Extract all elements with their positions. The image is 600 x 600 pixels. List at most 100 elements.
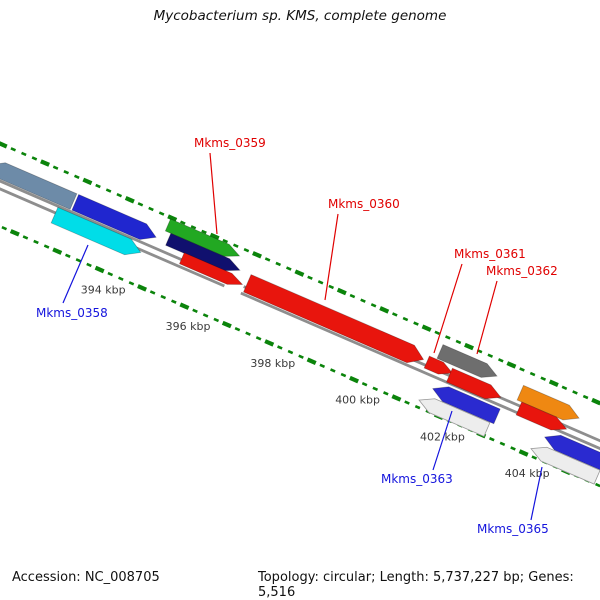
ruler-tick-minor	[317, 280, 324, 285]
gene-arrow-Mkms_0365[interactable]	[528, 442, 600, 485]
ruler-tick-major	[336, 287, 347, 296]
leader-line	[209, 152, 218, 235]
gene-arrow[interactable]	[71, 194, 160, 246]
ruler-tick-major	[82, 177, 93, 186]
ruler-tick-minor	[255, 336, 262, 341]
ruler-tick-major	[137, 284, 147, 292]
ruler-tick-major	[209, 232, 220, 241]
gene-arrow[interactable]	[0, 157, 78, 210]
gene-arrow-Mkms_0360[interactable]	[243, 274, 428, 369]
ruler-tick-minor	[455, 339, 462, 345]
ruler-tick-minor	[286, 266, 292, 271]
ruler-tick-minor	[245, 331, 251, 336]
gene-label-Mkms_0360[interactable]: Mkms_0360	[328, 197, 400, 211]
scale-label: 402 kbp	[420, 430, 465, 443]
ruler-tick-minor	[190, 225, 197, 230]
ruler-tick-minor	[31, 156, 38, 161]
ruler-tick-minor	[192, 308, 198, 313]
ruler-tick-minor	[63, 170, 70, 175]
ruler-tick-minor	[370, 303, 377, 308]
leader-line	[476, 280, 498, 355]
ruler-tick-major	[167, 214, 178, 222]
ruler-tick-minor	[105, 188, 112, 193]
ruler-tick-minor	[540, 376, 547, 381]
ruler-tick-major	[391, 394, 402, 402]
ruler-tick-minor	[1, 226, 8, 231]
ruler-tick-minor	[118, 276, 124, 281]
ruler-tick-major	[548, 379, 559, 387]
ruler-tick-minor	[330, 368, 336, 373]
ruler-tick-minor	[202, 313, 209, 318]
ruler-tick-minor	[43, 244, 50, 249]
gene-arrow[interactable]	[516, 384, 582, 425]
ruler-tick-major	[94, 265, 105, 274]
scale-label: 398 kbp	[250, 357, 295, 370]
gene-arrow-Mkms_0358[interactable]	[50, 206, 144, 260]
ruler-tick-minor	[307, 275, 313, 280]
ruler-tick-minor	[128, 281, 135, 286]
scale-label: 400 kbp	[335, 394, 380, 407]
ruler-tick-major	[252, 251, 262, 259]
ruler-tick-minor	[148, 206, 154, 212]
gene-label-Mkms_0362[interactable]: Mkms_0362	[486, 264, 558, 278]
ruler-tick-major	[421, 324, 432, 332]
gene-arrow[interactable]	[416, 393, 491, 437]
gene-arrow[interactable]	[515, 401, 569, 436]
gene-label-Mkms_0365[interactable]: Mkms_0365	[477, 522, 549, 536]
ruler-tick-minor	[489, 437, 495, 442]
ruler-tick-minor	[10, 147, 17, 152]
ruler-tick-minor	[349, 293, 356, 299]
ruler-tick-minor	[361, 382, 368, 387]
ruler-tick-minor	[86, 262, 92, 268]
gene-arrow[interactable]	[164, 218, 242, 262]
genome-backbone-bottom	[0, 171, 600, 484]
ruler-tick-minor	[149, 290, 156, 295]
ruler-tick-minor	[158, 211, 165, 216]
gene-arrow-Mkms_0363[interactable]	[430, 381, 501, 425]
gene-label-Mkms_0363[interactable]: Mkms_0363	[381, 472, 453, 486]
scale-label: 396 kbp	[166, 320, 211, 333]
ruler-tick-minor	[52, 165, 59, 170]
ruler-tick-minor	[243, 248, 250, 253]
ruler-tick-minor	[116, 192, 123, 198]
ruler-tick-minor	[413, 321, 419, 326]
gene-arrow-Mkms_0359[interactable]	[178, 252, 244, 290]
ruler-tick-minor	[519, 367, 525, 372]
ruler-tick-major	[591, 397, 600, 406]
footer-accession: Accession: NC_008705	[12, 570, 160, 585]
ruler-tick-minor	[277, 345, 283, 350]
ruler-tick-major	[306, 357, 317, 365]
ruler-tick-major	[221, 320, 232, 329]
ruler-tick-minor	[137, 202, 144, 207]
ruler-tick-minor	[275, 261, 282, 267]
ruler-tick-minor	[180, 220, 186, 225]
ruler-tick-minor	[561, 385, 568, 391]
ruler-tick-minor	[75, 258, 82, 263]
ruler-tick-minor	[392, 312, 398, 317]
ruler-tick-minor	[499, 441, 506, 447]
leader-line	[433, 263, 463, 354]
ruler-tick-minor	[529, 371, 536, 377]
ruler-tick-minor	[264, 257, 271, 262]
page-title: Mycobacterium sp. KMS, complete genome	[153, 8, 447, 24]
gene-arrow[interactable]	[165, 232, 243, 276]
footer-stats: Topology: circular; Length: 5,737,227 bp…	[258, 570, 574, 600]
gene-arrow[interactable]	[542, 430, 600, 472]
gene-label-Mkms_0358[interactable]: Mkms_0358	[36, 306, 108, 320]
gene-arrow-Mkms_0362[interactable]	[436, 344, 500, 383]
ruler-tick-minor	[360, 298, 366, 303]
gene-arrow[interactable]	[445, 367, 503, 404]
ruler-tick-minor	[213, 317, 220, 323]
ruler-tick-minor	[372, 386, 379, 391]
ruler-tick-minor	[510, 446, 516, 451]
ruler-tick-major	[349, 375, 359, 384]
ruler-tick-minor	[414, 404, 421, 410]
leader-line	[530, 466, 543, 521]
ruler-tick-minor	[404, 400, 410, 405]
gene-label-Mkms_0359[interactable]: Mkms_0359	[194, 136, 266, 150]
gene-arrow-Mkms_0361[interactable]	[423, 355, 455, 379]
gene-label-Mkms_0361[interactable]: Mkms_0361	[454, 247, 526, 261]
ruler-tick-minor	[402, 316, 409, 322]
